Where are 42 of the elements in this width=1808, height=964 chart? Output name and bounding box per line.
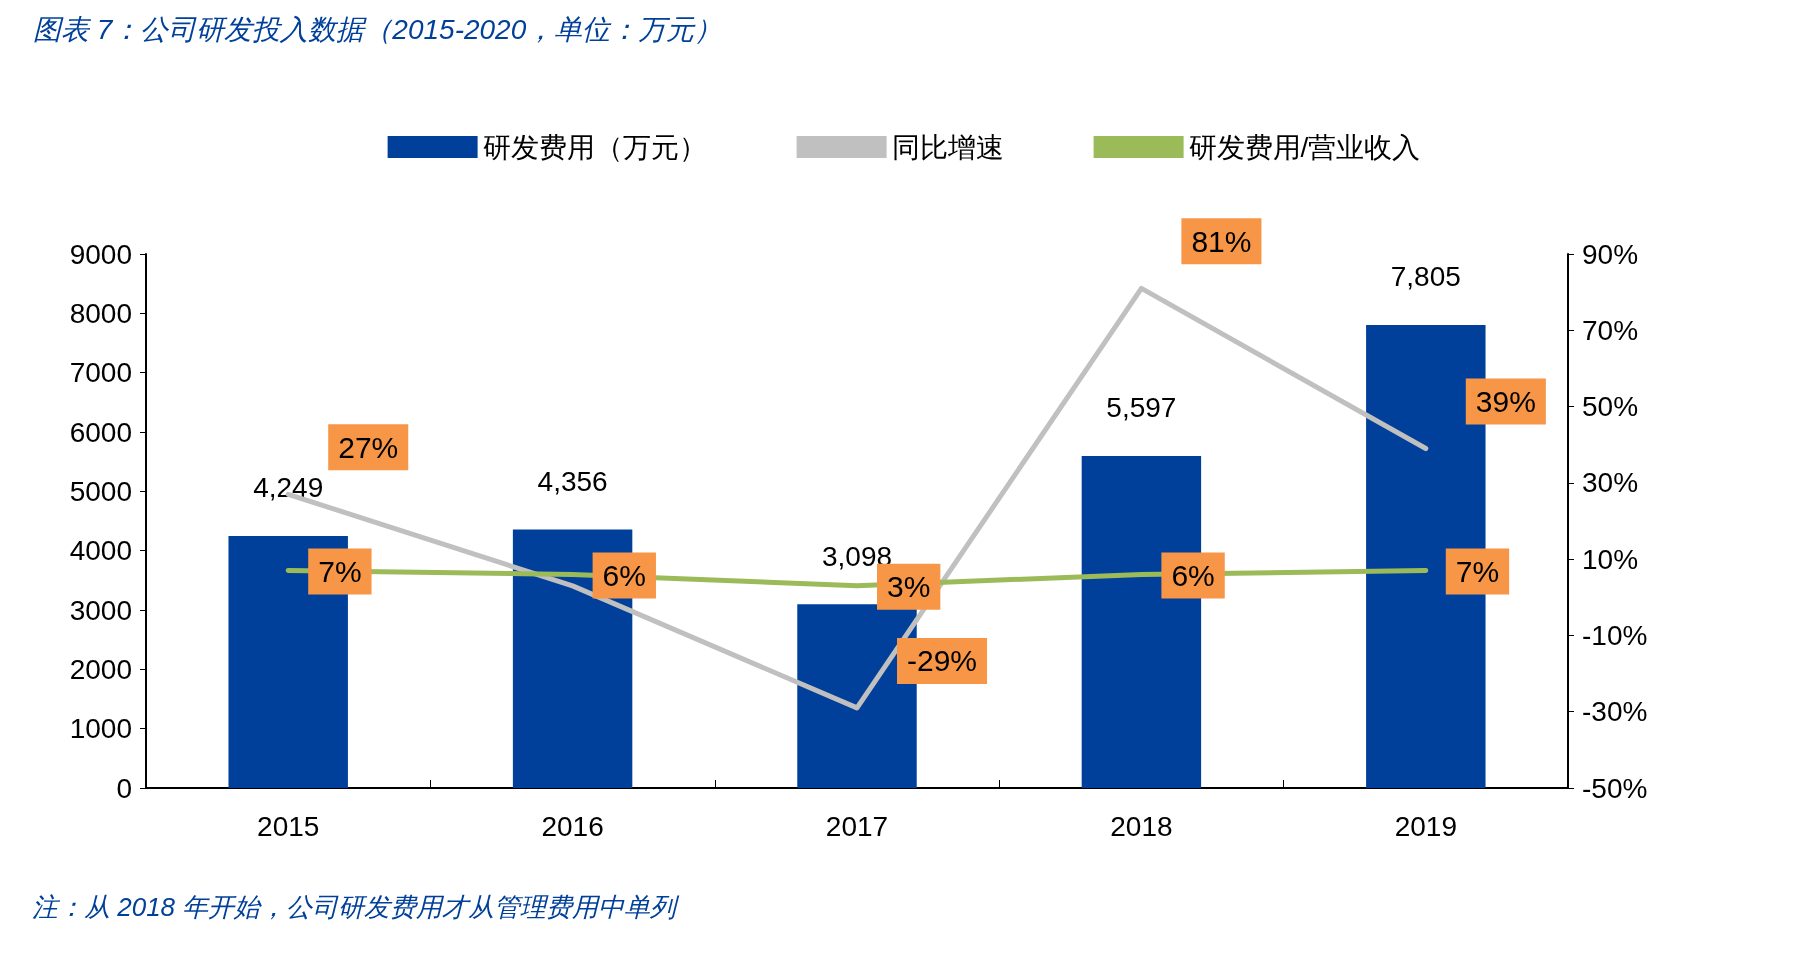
- data-label: 4,356: [537, 466, 608, 498]
- y-tick-label: 3000: [69, 594, 132, 626]
- data-label: 6%: [602, 558, 646, 592]
- data-label: 7,805: [1390, 261, 1461, 293]
- y2-tick-label: 30%: [1582, 467, 1639, 499]
- data-label: 7%: [1455, 555, 1500, 589]
- y2-tick-label: 50%: [1582, 391, 1639, 423]
- x-tick-label: 2016: [541, 810, 604, 842]
- y2-tick-label: 90%: [1582, 238, 1639, 270]
- y-tick-label: 5000: [69, 475, 132, 507]
- legend-label: 同比增速: [891, 131, 1004, 163]
- data-label: 7%: [318, 555, 362, 589]
- data-label: 27%: [338, 430, 399, 464]
- y2-tick-label: -30%: [1582, 696, 1648, 728]
- y2-tick-label: 70%: [1582, 314, 1639, 346]
- data-label: 81%: [1191, 224, 1252, 258]
- y2-tick-label: 10%: [1582, 543, 1639, 575]
- data-label: 3%: [887, 570, 931, 604]
- y-tick-label: 4000: [69, 535, 132, 567]
- data-label: 4,249: [253, 472, 324, 504]
- data-label: 6%: [1171, 558, 1215, 592]
- data-label: 5,597: [1106, 392, 1177, 424]
- x-tick-label: 2018: [1110, 810, 1173, 842]
- chart-title: 图表 7：公司研发投入数据（2015-2020，单位：万元）: [33, 13, 723, 45]
- y-tick-label: 0: [116, 772, 132, 804]
- x-tick-label: 2015: [257, 810, 320, 842]
- data-label: -29%: [907, 644, 978, 678]
- y-tick-label: 1000: [69, 713, 132, 745]
- x-tick-label: 2017: [825, 810, 889, 842]
- legend-label: 研发费用/营业收入: [1188, 131, 1421, 163]
- data-label: 3,098: [821, 540, 893, 572]
- legend-label: 研发费用（万元）: [482, 131, 707, 163]
- text: 注：从 2018 年开始，公司研发费用才从管理费用中单列: [32, 892, 681, 922]
- y2-tick-label: -10%: [1582, 619, 1648, 651]
- y-tick-label: 8000: [69, 297, 132, 329]
- y-tick-label: 7000: [69, 357, 132, 389]
- y-tick-label: 2000: [69, 653, 132, 685]
- y-tick-label: 6000: [69, 416, 132, 448]
- y2-tick-label: -50%: [1582, 772, 1648, 804]
- data-label: 39%: [1475, 385, 1536, 419]
- x-tick-label: 2019: [1394, 810, 1457, 842]
- y-tick-label: 9000: [69, 238, 132, 270]
